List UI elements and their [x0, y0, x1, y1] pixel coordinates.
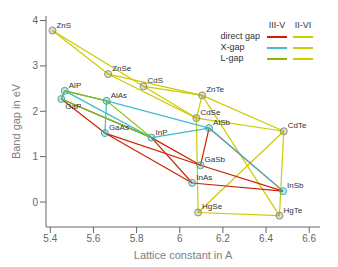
svg-text:InSb: InSb — [287, 181, 304, 190]
html-text:direct gap: direct gap — [220, 31, 260, 41]
html-text:X-gap: X-gap — [220, 42, 245, 52]
svg-text:InP: InP — [156, 128, 168, 137]
svg-text:CdSe: CdSe — [200, 108, 221, 117]
svg-text:5.4: 5.4 — [43, 233, 57, 244]
svg-text:3: 3 — [32, 60, 38, 71]
svg-text:5.6: 5.6 — [87, 233, 101, 244]
svg-text:AlSb: AlSb — [213, 118, 230, 127]
html-text:L-gap: L-gap — [220, 53, 244, 63]
svg-text:0: 0 — [32, 197, 38, 208]
svg-text:ZnS: ZnS — [56, 21, 71, 30]
svg-text:AlP: AlP — [69, 81, 81, 90]
svg-text:6.6: 6.6 — [302, 233, 316, 244]
html-text:III-V: III-V — [268, 20, 286, 30]
svg-text:6.4: 6.4 — [259, 233, 273, 244]
svg-text:Band gap in eV: Band gap in eV — [10, 83, 22, 159]
svg-text:2: 2 — [32, 106, 38, 117]
html-text:II-VI: II-VI — [294, 20, 312, 30]
svg-text:ZnTe: ZnTe — [206, 85, 224, 94]
svg-text:Lattice constant in A: Lattice constant in A — [134, 249, 233, 259]
svg-text:1: 1 — [32, 151, 38, 162]
svg-text:4: 4 — [32, 15, 38, 26]
svg-text:ZnSe: ZnSe — [112, 64, 132, 73]
svg-text:HgTe: HgTe — [283, 206, 302, 215]
svg-text:CdS: CdS — [148, 76, 164, 85]
svg-text:CdTe: CdTe — [288, 121, 307, 130]
svg-text:InAs: InAs — [196, 173, 212, 182]
svg-text:5.8: 5.8 — [130, 233, 144, 244]
svg-text:HgSe: HgSe — [202, 202, 223, 211]
svg-text:GaAs: GaAs — [109, 123, 129, 132]
svg-text:GaP: GaP — [65, 102, 81, 111]
svg-text:AlAs: AlAs — [111, 91, 127, 100]
svg-text:6: 6 — [177, 233, 183, 244]
svg-text:GaSb: GaSb — [204, 155, 225, 164]
svg-text:6.2: 6.2 — [216, 233, 230, 244]
